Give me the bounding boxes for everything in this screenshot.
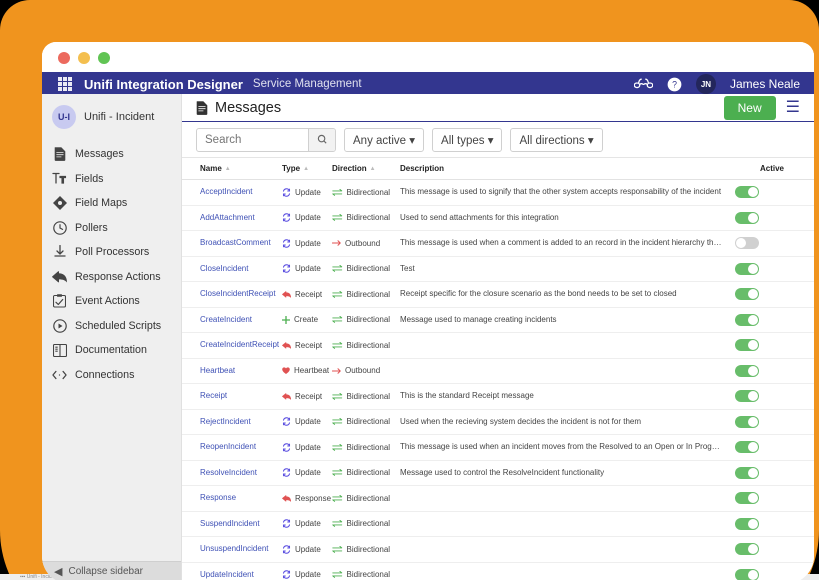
svg-text:T: T	[60, 175, 66, 185]
svg-text:?: ?	[672, 79, 677, 89]
